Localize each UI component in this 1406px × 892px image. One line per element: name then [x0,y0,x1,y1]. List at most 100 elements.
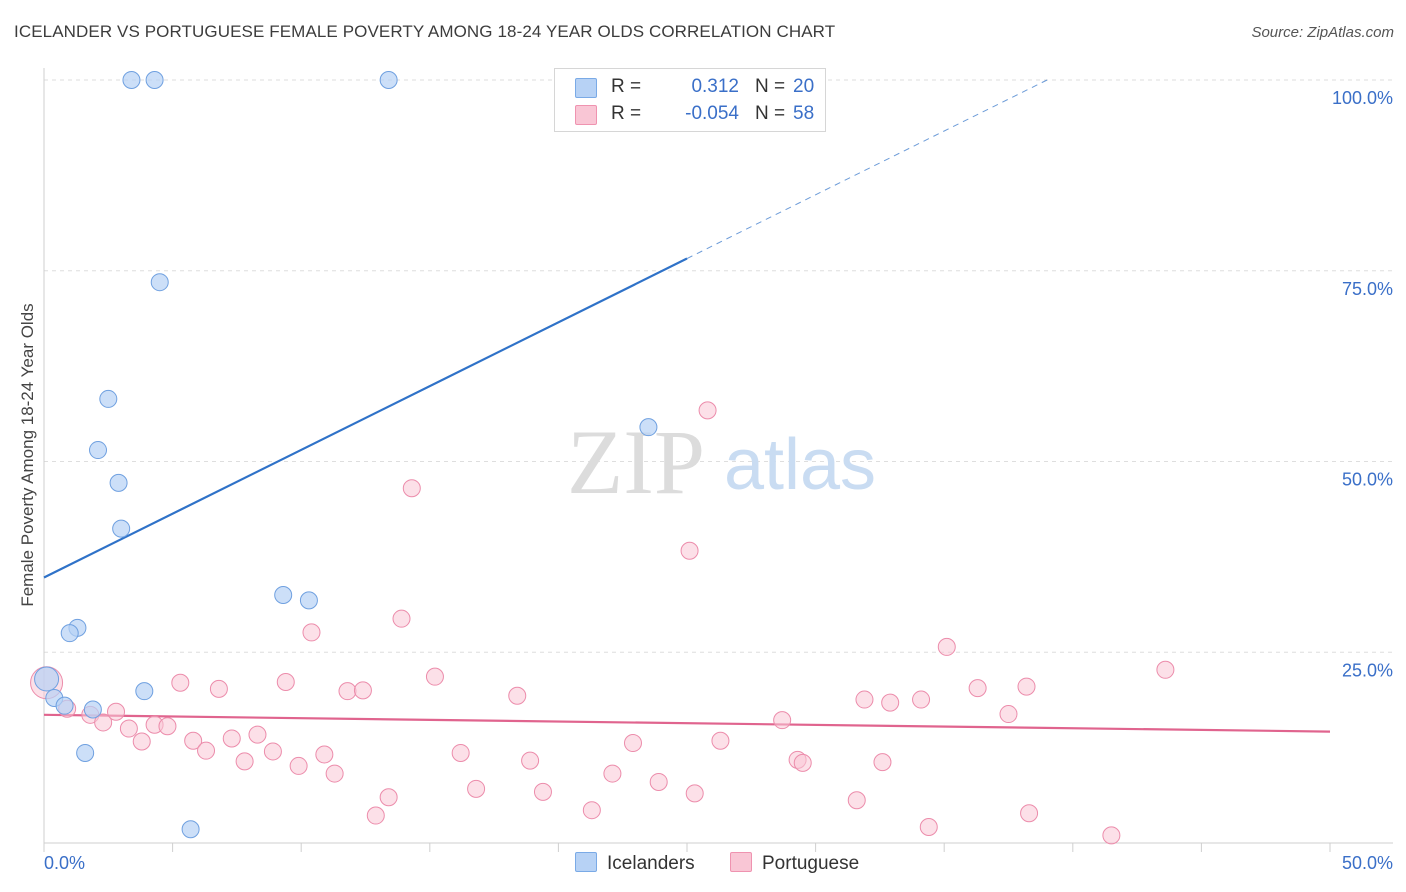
portuguese-point [773,711,792,730]
icelanders-point [145,71,164,89]
icelanders-trend-solid [43,257,688,579]
icelanders-point [34,666,60,692]
portuguese-point [158,717,177,736]
portuguese-point [392,609,411,628]
y-tick-labels: 100.0% 75.0% 50.0% 25.0% [1332,88,1393,680]
portuguese-point [937,637,956,656]
portuguese-point [968,679,987,698]
legend-item-icelanders[interactable]: Icelanders [575,852,695,875]
legend-r-value-portuguese: -0.054 [685,103,739,124]
icelanders-point [60,624,79,643]
icelanders-point [379,71,398,89]
icelanders-point [274,586,293,605]
portuguese-point [325,764,344,783]
portuguese-point [649,772,668,791]
icelanders-point [181,820,200,839]
icelanders-legend-swatch [575,852,597,872]
icelanders-point [99,389,118,408]
portuguese-point [276,673,295,692]
portuguese-point [919,817,938,836]
icelanders-point [135,682,154,701]
portuguese-point [533,782,552,801]
portuguese-point [263,742,282,761]
portuguese-point [171,673,190,692]
portuguese-point [603,764,622,783]
portuguese-point [847,791,866,810]
icelanders-point [122,71,141,89]
icelanders-point [109,473,128,492]
portuguese-point [402,479,421,498]
portuguese-point [235,752,254,771]
legend-n-label: N = [755,103,786,124]
portuguese-point [1020,804,1039,823]
portuguese-point [855,690,874,709]
portuguese-trend-solid [43,713,1331,733]
legend-n-value-icelanders: 20 [793,76,815,97]
portuguese-point [425,667,444,686]
portuguese-point [521,751,540,770]
legend-n-value-portuguese: 58 [793,103,815,124]
x-tick-label-left: 0.0% [44,853,85,873]
chart-title: ICELANDER VS PORTUGUESE FEMALE POVERTY A… [14,22,836,41]
portuguese-point [209,679,228,698]
y-tick-label: 50.0% [1342,470,1393,490]
portuguese-point [107,702,126,721]
legend-r-label: R = [611,103,642,124]
icelanders-point [83,700,102,719]
portuguese-point [711,731,730,750]
portuguese-point [302,623,321,642]
watermark-zip: ZIP [567,411,705,513]
portuguese-point [366,806,385,825]
portuguese-points [30,401,1175,845]
icelanders-point [89,441,108,460]
legend-item-portuguese[interactable]: Portuguese [730,852,859,875]
y-tick-label: 100.0% [1332,88,1393,108]
icelanders-points [34,71,658,839]
portuguese-point [315,745,334,764]
portuguese-point [881,693,900,712]
portuguese-point [1156,660,1175,679]
icelanders-trend-line [43,79,1048,579]
portuguese-legend-label: Portuguese [762,853,860,874]
icelanders-legend-label: Icelanders [607,853,695,874]
x-tick-label-right: 50.0% [1342,853,1393,873]
portuguese-point [680,541,699,560]
icelanders-point [112,519,131,538]
icelanders-point [76,743,95,762]
portuguese-point [873,753,892,772]
icelanders-trend-dashed [686,79,1048,259]
portuguese-point [289,756,308,775]
portuguese-point [184,731,203,750]
portuguese-point [999,705,1018,724]
portuguese-point [582,801,601,820]
watermark: ZIP atlas [567,411,876,513]
legend-n-label: N = [755,76,786,97]
correlation-legend: R = 0.312 N = 20 R = -0.054 N = 58 [554,68,826,132]
portuguese-point [451,743,470,762]
portuguese-legend-swatch [730,852,752,872]
portuguese-point [353,681,372,700]
source-label: Source: ZipAtlas.com [1251,24,1394,41]
y-axis-label: Female Poverty Among 18-24 Year Olds [18,303,37,607]
portuguese-point [793,753,812,772]
icelanders-point [55,696,74,715]
portuguese-point [698,401,717,420]
portuguese-point [338,682,357,701]
portuguese-point [248,725,267,744]
portuguese-point [467,779,486,798]
portuguese-point [94,713,113,732]
portuguese-point [222,729,241,748]
y-tick-label: 75.0% [1342,279,1393,299]
portuguese-point [1017,677,1036,696]
portuguese-point [1102,826,1121,845]
grid-lines [44,79,1393,653]
portuguese-point [508,686,527,705]
portuguese-point [132,732,151,751]
legend-r-label: R = [611,76,642,97]
icelanders-point [299,591,318,610]
portuguese-point [912,690,931,709]
watermark-atlas: atlas [724,425,876,505]
icelanders-point [150,273,169,292]
icelanders-point [639,418,658,437]
